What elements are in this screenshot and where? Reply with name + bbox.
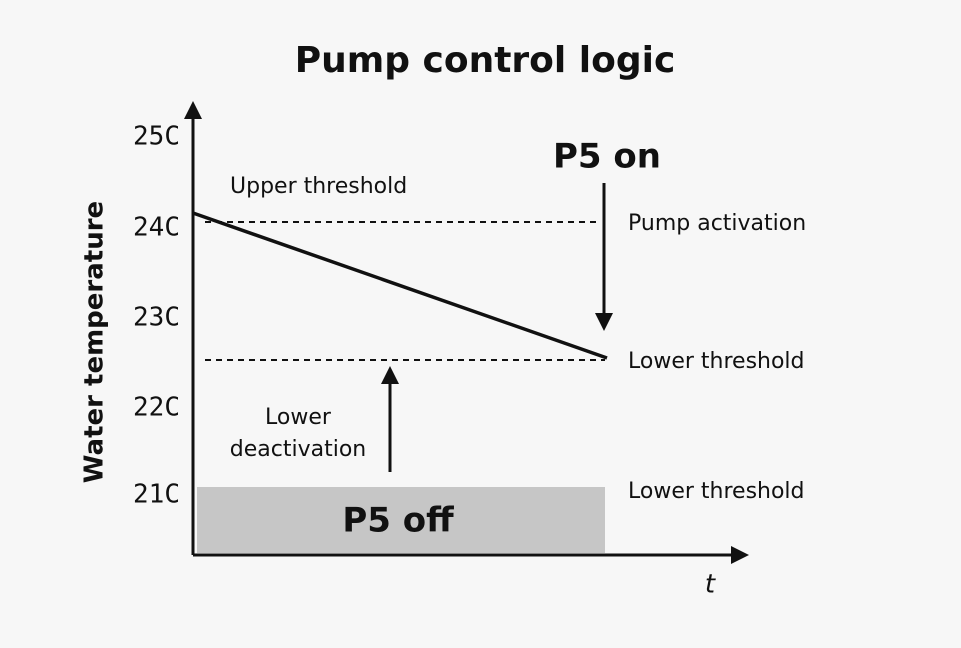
title: Pump control logic: [295, 40, 676, 81]
annotation: Lower: [265, 405, 332, 430]
x-axis-label: t: [705, 570, 716, 600]
y-tick-label: 23C: [133, 303, 180, 333]
y-tick-label: 24C: [133, 213, 180, 243]
temperature-line: [192, 211, 608, 360]
p5-on-label: P5 on: [553, 137, 661, 177]
annotation: Upper threshold: [230, 174, 407, 199]
off-zone: [197, 487, 605, 553]
annotation: deactivation: [230, 437, 366, 462]
p5-off-label: P5 off: [342, 501, 454, 541]
y-tick-label: 22C: [133, 393, 180, 423]
y-tick-label: 21C: [133, 480, 180, 510]
annotation: Lower threshold: [628, 349, 805, 374]
y-axis-label: Water temperature: [80, 201, 110, 483]
annotation: Lower threshold: [628, 479, 805, 504]
y-tick-label: 25C: [133, 122, 180, 152]
annotation: Pump activation: [628, 211, 806, 236]
